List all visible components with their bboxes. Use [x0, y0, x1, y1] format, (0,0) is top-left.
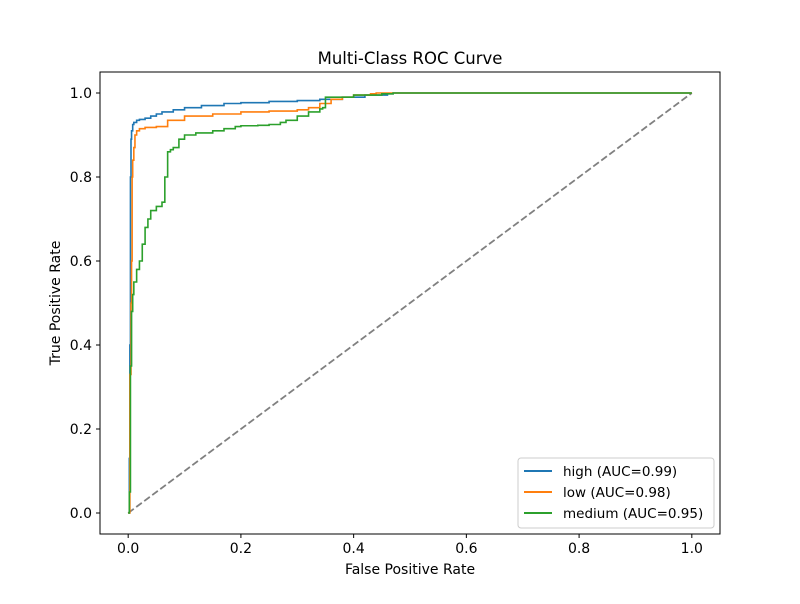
- y-tick-label: 1.0: [70, 86, 92, 102]
- axes-frame: [99, 71, 721, 535]
- x-tick-label: 1.0: [681, 541, 703, 557]
- chance-diagonal-line: [127, 92, 693, 514]
- y-axis-label: True Positive Rate: [48, 241, 64, 367]
- x-tick-label: 0.0: [117, 541, 139, 557]
- x-tick-label: 0.4: [343, 541, 365, 557]
- y-tick-label: 0.0: [70, 506, 92, 522]
- legend-entry-label: medium (AUC=0.95): [563, 506, 703, 522]
- roc-line-series-3: [128, 92, 692, 514]
- legend-box: [517, 457, 715, 529]
- y-tick-label: 0.6: [70, 254, 92, 270]
- x-tick-label: 0.6: [455, 541, 477, 557]
- x-axis-label: False Positive Rate: [345, 562, 475, 578]
- y-tick-label: 0.8: [70, 170, 92, 186]
- axis-ticks: 0.0 0.2 0.4 0.6 0.8 1.0 0.0 0.2 0.4 0.6 0.8 1.0: [70, 86, 703, 557]
- x-tick-label: 0.8: [568, 541, 590, 557]
- y-tick-label: 0.4: [70, 338, 92, 354]
- legend-entry-label: low (AUC=0.98): [563, 485, 671, 501]
- legend-entry-label: high (AUC=0.99): [563, 464, 677, 480]
- y-tick-label: 0.2: [70, 422, 92, 438]
- legend: high (AUC=0.99) low (AUC=0.98) medium (AUC…: [517, 457, 715, 529]
- plot-area: [127, 92, 693, 514]
- chart-title: Multi-Class ROC Curve: [318, 49, 503, 68]
- x-tick-label: 0.2: [230, 541, 252, 557]
- roc-line-series-2: [128, 92, 692, 514]
